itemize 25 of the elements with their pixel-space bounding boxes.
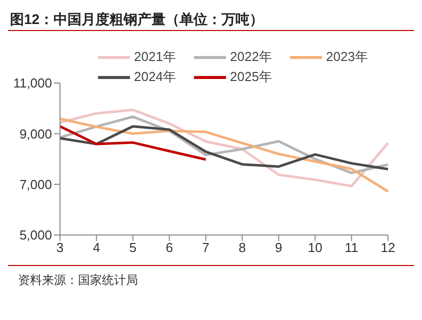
x-tick-label: 7 (202, 240, 210, 256)
x-tick-label: 4 (92, 240, 100, 256)
x-tick-label: 11 (344, 240, 358, 256)
y-tick-label: 5,000 (19, 228, 52, 243)
legend-label: 2022年 (230, 48, 272, 66)
x-tick-label: 3 (56, 240, 64, 256)
line-series (58, 108, 390, 188)
x-tick-label: 5 (129, 240, 137, 256)
x-tick-label: 10 (308, 240, 322, 256)
y-tick-label: 7,000 (19, 176, 52, 192)
line-series (58, 125, 208, 161)
line-series (58, 125, 390, 170)
legend-label: 2025年 (230, 68, 272, 86)
y-tick-label: 9,000 (19, 126, 52, 142)
chart-title: 图12：中国月度粗钢产量（单位：万吨） (9, 10, 265, 29)
legend-label: 2024年 (134, 68, 176, 86)
legend-label: 2023年 (326, 48, 368, 66)
x-tick-label: 6 (166, 240, 173, 256)
x-tick-label: 12 (380, 240, 396, 256)
text: 资料来源：国家统计局 (17, 272, 139, 289)
line-series (58, 117, 390, 193)
y-tick-label: 11,000 (13, 76, 52, 91)
x-tick-label: 9 (275, 240, 282, 256)
x-tick-label: 8 (238, 240, 246, 256)
legend-label: 2021年 (134, 48, 176, 66)
